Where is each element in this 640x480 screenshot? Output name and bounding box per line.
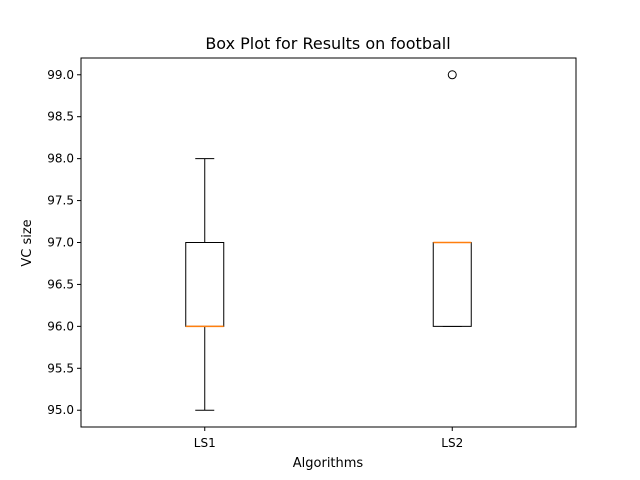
box-LS1 [185,242,225,327]
y-tick-label: 99.0 [47,68,74,82]
y-tick-label: 97.0 [47,236,74,250]
y-tick-label: 96.5 [47,277,74,291]
y-tick-label: 95.0 [47,403,74,417]
axes-frame [80,57,577,428]
y-axis-label: VC size [20,219,35,266]
y-tick-label: 98.0 [47,152,74,166]
x-tick-label: LS2 [441,436,463,450]
chart-title: Box Plot for Results on football [205,34,450,53]
x-axis-label: Algorithms [293,456,364,471]
box-LS2 [432,242,472,327]
y-tick-label: 96.0 [47,319,74,333]
y-tick-label: 98.5 [47,110,74,124]
plot-area: 95.0 95.5 96.0 96.5 97.0 97.5 98.0 98.5 99.0 LS1 L… [47,57,577,450]
y-tick-label: 97.5 [47,194,74,208]
y-tick-label: 95.5 [47,361,74,375]
outlier-point [447,70,457,80]
x-tick-label: LS1 [194,436,216,450]
